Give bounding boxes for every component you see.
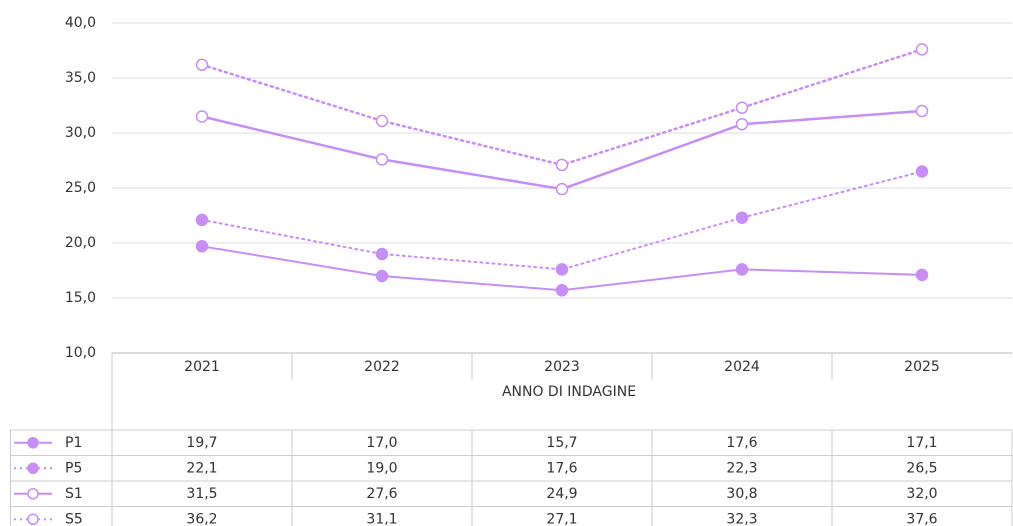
- y-tick-label: 30,0: [65, 125, 96, 141]
- table-value: 32,3: [726, 511, 757, 526]
- table-value: 17,0: [366, 435, 397, 451]
- table-value: 31,5: [186, 486, 217, 502]
- data-point: [555, 284, 569, 297]
- y-tick-label: 15,0: [65, 290, 96, 306]
- table-value: 31,1: [366, 511, 397, 526]
- data-point: [735, 101, 749, 114]
- x-tick-label: 2021: [184, 359, 220, 375]
- data-point: [375, 269, 389, 283]
- legend-label: S5: [65, 511, 83, 526]
- data-point: [735, 117, 749, 131]
- legend-label: P5: [65, 460, 82, 476]
- table-value: 19,7: [186, 435, 217, 451]
- table-value: 22,1: [186, 460, 217, 476]
- x-tick-label: 2022: [364, 359, 400, 375]
- table-value: 17,6: [726, 435, 757, 451]
- table-value: 27,1: [546, 511, 577, 526]
- table-value: 17,6: [546, 460, 577, 476]
- legend-label: S1: [65, 486, 83, 502]
- data-point: [195, 110, 209, 123]
- data-point: [915, 268, 929, 282]
- table-value: 19,0: [366, 460, 397, 476]
- data-point: [915, 104, 929, 118]
- data-point: [735, 263, 749, 276]
- legend-marker: [27, 488, 39, 500]
- table-value: 27,6: [366, 486, 397, 502]
- data-point: [735, 211, 749, 224]
- series-line: [200, 48, 924, 167]
- data-point: [555, 263, 569, 276]
- y-tick-label: 20,0: [65, 235, 96, 251]
- legend-label: P1: [65, 435, 82, 451]
- series-line: [201, 170, 923, 271]
- legend-marker: [27, 513, 39, 525]
- x-tick-label: 2024: [724, 359, 760, 375]
- table-value: 30,8: [726, 486, 757, 502]
- legend-marker: [27, 437, 39, 449]
- data-point: [375, 114, 389, 128]
- data-point: [555, 182, 569, 196]
- data-point: [915, 165, 929, 178]
- series-line: [200, 109, 924, 191]
- table-value: 17,1: [906, 435, 937, 451]
- y-tick-label: 40,0: [65, 15, 96, 31]
- y-tick-label: 35,0: [65, 70, 96, 86]
- table-value: 22,3: [726, 460, 757, 476]
- data-point: [195, 213, 209, 227]
- data-point: [195, 240, 209, 253]
- data-point: [555, 158, 569, 172]
- legend-marker: [27, 462, 39, 474]
- y-tick-label: 25,0: [65, 180, 96, 196]
- table-value: 15,7: [546, 435, 577, 451]
- x-axis-title: ANNO DI INDAGINE: [502, 384, 636, 400]
- data-point: [195, 58, 209, 72]
- data-point: [375, 153, 389, 166]
- data-point: [375, 247, 389, 261]
- x-tick-label: 2023: [544, 359, 580, 375]
- y-tick-label: 10,0: [65, 345, 96, 361]
- data-point: [915, 43, 929, 56]
- x-tick-label: 2025: [904, 359, 940, 375]
- table-value: 32,0: [906, 486, 937, 502]
- table-value: 26,5: [906, 460, 937, 476]
- table-value: 24,9: [546, 486, 577, 502]
- table-value: 36,2: [186, 511, 217, 526]
- table-value: 37,6: [906, 511, 937, 526]
